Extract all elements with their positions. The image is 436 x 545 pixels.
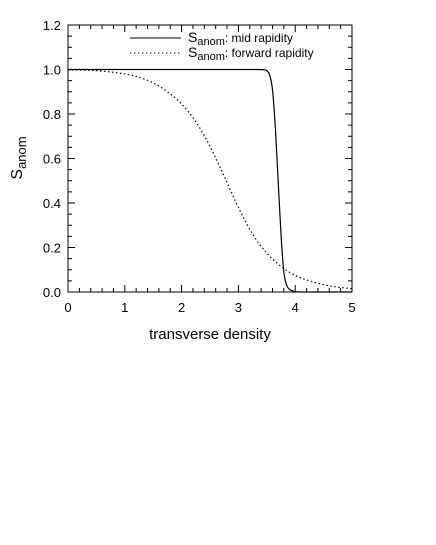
series-line-forward-rapidity — [67, 69, 353, 290]
series-line-mid-rapidity — [68, 68, 352, 293]
x-tick-label: 3 — [235, 300, 242, 315]
y-tick-label: 0.6 — [43, 152, 61, 167]
x-axis-title: transverse density — [149, 326, 271, 343]
tick-labels: 0 1 2 3 4 5 0.0 0.2 0.4 0.6 0.8 1.0 1.2 — [43, 18, 356, 315]
y-tick-label: 0.4 — [43, 196, 61, 211]
y-axis-title: Sanom — [9, 136, 29, 179]
y-tick-label: 1.2 — [43, 18, 61, 33]
x-tick-label: 5 — [348, 300, 355, 315]
y-tick-label: 0.0 — [43, 285, 61, 300]
legend-label-mid-rapidity: Sanom: mid rapidity — [188, 29, 293, 48]
plot-frame — [67, 24, 353, 293]
y-tick-label: 0.8 — [43, 107, 61, 122]
y-tick-label: 1.0 — [43, 63, 61, 78]
x-tick-label: 0 — [64, 300, 71, 315]
legend-label-forward-rapidity: Sanom: forward rapidity — [188, 44, 314, 63]
x-tick-label: 4 — [292, 300, 299, 315]
x-tick-label: 2 — [178, 300, 185, 315]
series-lines — [67, 68, 353, 293]
axis-ticks — [67, 24, 353, 293]
y-tick-label: 0.2 — [43, 241, 61, 256]
x-tick-label: 1 — [121, 300, 128, 315]
legend: Sanom: mid rapidity Sanom: forward rapid… — [130, 29, 314, 63]
